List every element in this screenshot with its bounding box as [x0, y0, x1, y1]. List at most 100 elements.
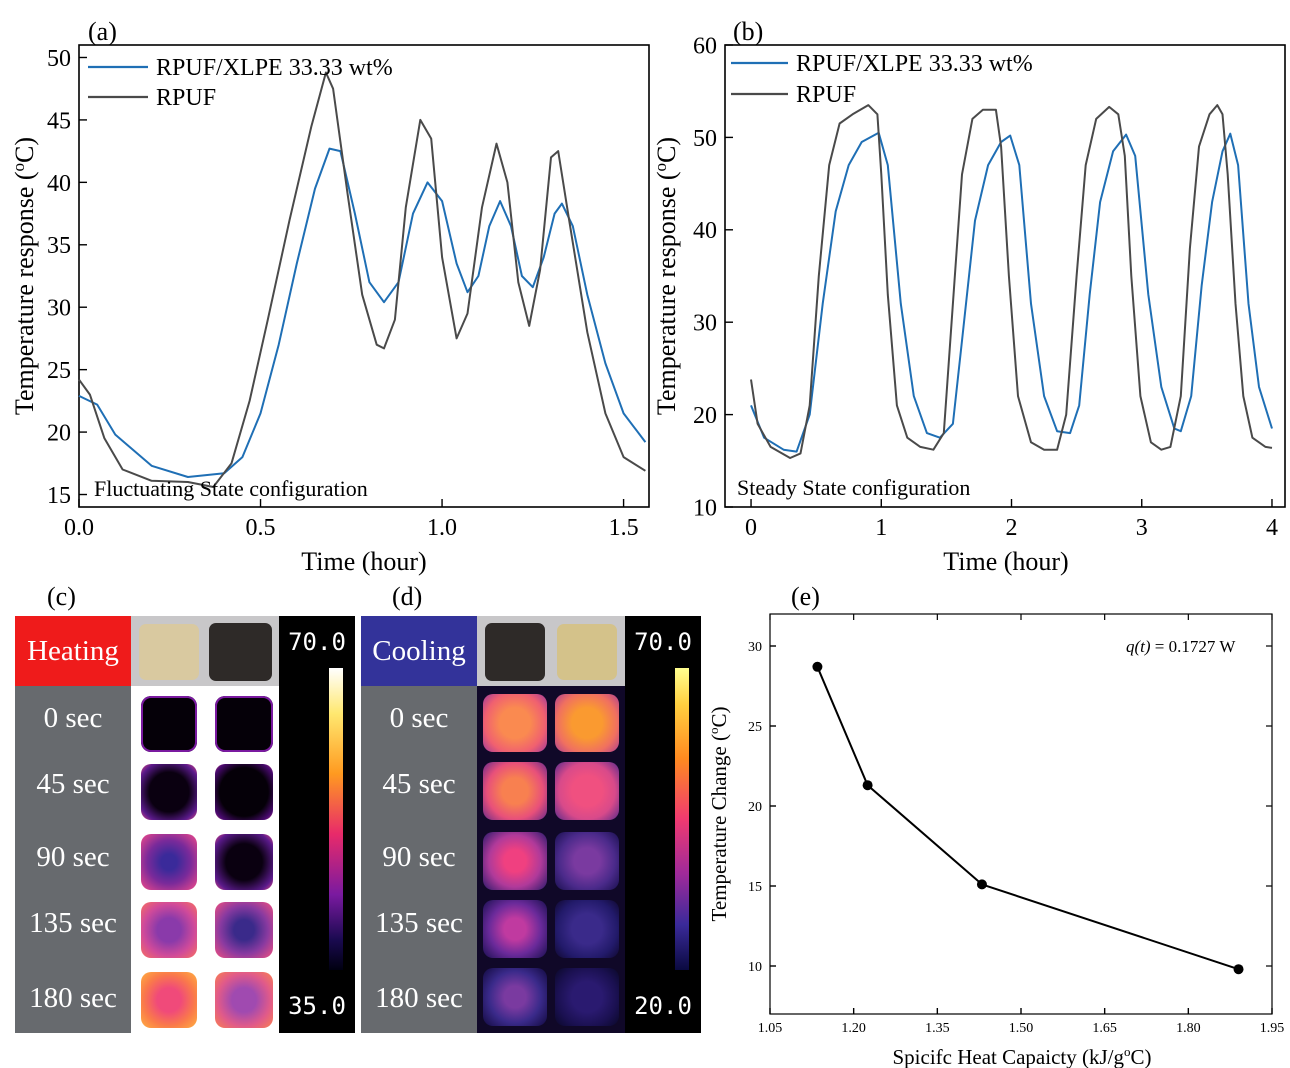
cool-135-b — [555, 900, 619, 958]
cool-45-b — [555, 762, 619, 820]
cooling-header: Cooling — [361, 616, 477, 686]
panel-a-legend-label-1: RPUF/XLPE 33.33 wt% — [156, 55, 393, 81]
y-tick-label: 35 — [47, 233, 71, 259]
heat-90-b — [215, 834, 273, 890]
x-tick-label: 1.35 — [925, 1021, 950, 1036]
y-tick-label: 30 — [693, 311, 717, 337]
y-tick-label: 40 — [47, 171, 71, 197]
heat-0-b — [215, 696, 273, 752]
x-tick-label: 3 — [1136, 515, 1148, 541]
cooling-time-45: 45 sec — [382, 768, 456, 800]
y-tick-label: 15 — [47, 483, 71, 509]
x-tick-label: 1.0 — [427, 515, 457, 541]
data-point — [976, 879, 987, 890]
y-tick-label: 15 — [748, 880, 762, 895]
y-tick-label: 25 — [47, 358, 71, 384]
x-tick-label: 2 — [1006, 515, 1018, 541]
series-line-2 — [78, 71, 646, 488]
y-tick-label: 20 — [693, 403, 717, 429]
panel-c-label: (c) — [47, 582, 76, 611]
data-point — [1233, 964, 1244, 975]
heating-header: Heating — [15, 616, 131, 686]
heating-time-0: 0 sec — [43, 702, 103, 734]
cool-90-b — [555, 832, 619, 890]
x-tick-label: 1.20 — [841, 1021, 866, 1036]
cool-45-a — [483, 762, 547, 820]
cooling-scale-max: 70.0 — [634, 628, 692, 656]
panel-a-chart: (a) 0.0 0.5 1.0 1.5 15 20 25 30 35 40 45 50 RPUF/XL… — [9, 17, 650, 576]
cool-0-b — [555, 694, 619, 752]
cool-0-a — [483, 694, 547, 752]
heating-scale-bar — [329, 668, 343, 970]
y-tick-label: 20 — [748, 800, 762, 815]
cooling-time-180: 180 sec — [375, 982, 463, 1014]
series-line-1 — [750, 131, 1273, 453]
x-tick-label: 1.95 — [1260, 1021, 1285, 1036]
cool-180-b — [555, 968, 619, 1026]
x-tick-label: 1.5 — [609, 515, 639, 541]
panel-e-frame — [769, 613, 1273, 1015]
x-tick-label: 1 — [875, 515, 887, 541]
x-tick-label: 0.5 — [246, 515, 276, 541]
panel-b-legend-label-2: RPUF — [796, 82, 856, 108]
panel-c-thermal: Heating 0 sec 45 sec 90 sec 135 sec 180 … — [15, 616, 355, 1033]
heat-135-b — [215, 902, 273, 958]
y-tick-label: 10 — [748, 960, 762, 975]
cool-90-a — [483, 832, 547, 890]
panel-b-xlabel: Time (hour) — [943, 547, 1068, 576]
y-tick-label: 20 — [47, 420, 71, 446]
x-tick-label: 1.50 — [1009, 1021, 1034, 1036]
sample-rpuf-photo-2 — [485, 623, 545, 681]
heat-45-b — [215, 764, 273, 820]
sample-pcm-photo-2 — [557, 624, 617, 680]
panel-b-legend-label-1: RPUF/XLPE 33.33 wt% — [796, 51, 1033, 77]
cooling-time-90: 90 sec — [382, 841, 456, 873]
heat-45-a — [141, 764, 197, 820]
panel-a-legend-label-2: RPUF — [156, 85, 216, 111]
series-line-1 — [78, 147, 647, 478]
heating-time-180: 180 sec — [29, 982, 117, 1014]
x-tick-label: 4 — [1266, 515, 1278, 541]
panel-e-ylabel: Temperature Change (oC) — [706, 707, 731, 922]
panel-b-annotation: Steady State configuration — [737, 475, 970, 500]
panel-e-label: (e) — [791, 582, 820, 611]
panel-a-ylabel: Temperature response (oC) — [9, 137, 39, 415]
y-tick-label: 30 — [47, 296, 71, 322]
cooling-time-column: 0 sec 45 sec 90 sec 135 sec 180 sec — [361, 686, 477, 1033]
heat-135-a — [141, 902, 197, 958]
series-line-2 — [750, 104, 1273, 459]
cool-180-a — [483, 968, 547, 1026]
y-tick-label: 50 — [693, 126, 717, 152]
cooling-thermal-grid — [477, 686, 625, 1033]
panel-b-chart: (b) 0 1 2 3 4 10 20 30 40 50 60 RPUF/XLPE 33.33 wt… — [651, 17, 1286, 576]
heating-time-45: 45 sec — [36, 768, 110, 800]
panel-b-ylabel: Temperature response (oC) — [651, 137, 681, 415]
heat-180-a — [141, 972, 197, 1028]
panel-a-frame — [78, 44, 650, 508]
heating-time-135: 135 sec — [29, 907, 117, 939]
cooling-scale-min: 20.0 — [634, 992, 692, 1020]
heating-scale-min: 35.0 — [288, 992, 346, 1020]
x-tick-label: 1.65 — [1092, 1021, 1117, 1036]
x-tick-label: 0.0 — [64, 515, 94, 541]
heat-180-b — [215, 972, 273, 1028]
cooling-scale-bar — [675, 668, 689, 970]
heat-90-a — [141, 834, 197, 890]
heat-0-a — [141, 696, 197, 752]
cool-135-a — [483, 900, 547, 958]
y-tick-label: 45 — [47, 108, 71, 134]
data-point — [862, 780, 873, 791]
x-tick-label: 1.80 — [1176, 1021, 1201, 1036]
series-line-1 — [816, 666, 1239, 971]
heating-color-scale: 70.0 35.0 — [279, 616, 355, 1033]
panel-e-xlabel: Spicifc Heat Capaicty (kJ/goC) — [892, 1044, 1151, 1068]
panel-a-label: (a) — [88, 17, 117, 46]
panel-b-frame — [724, 44, 1286, 508]
y-tick-label: 25 — [748, 720, 762, 735]
panel-a-xlabel: Time (hour) — [301, 547, 426, 576]
x-tick-label: 1.05 — [758, 1021, 783, 1036]
cooling-color-scale: 70.0 20.0 — [625, 616, 701, 1033]
panel-e-chart: (e) 1.05 1.20 1.35 1.50 1.65 1.80 1.95 10 15 20 25… — [706, 582, 1284, 1068]
cooling-time-135: 135 sec — [375, 907, 463, 939]
